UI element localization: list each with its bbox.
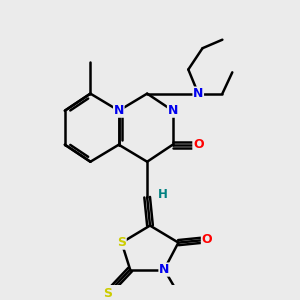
Text: S: S: [117, 236, 126, 249]
Text: O: O: [201, 233, 212, 246]
Text: N: N: [167, 104, 178, 117]
Text: N: N: [159, 263, 169, 276]
Text: H: H: [158, 188, 168, 201]
Text: N: N: [114, 104, 124, 117]
Text: N: N: [193, 87, 203, 100]
Text: S: S: [103, 287, 112, 300]
Text: O: O: [193, 138, 204, 151]
